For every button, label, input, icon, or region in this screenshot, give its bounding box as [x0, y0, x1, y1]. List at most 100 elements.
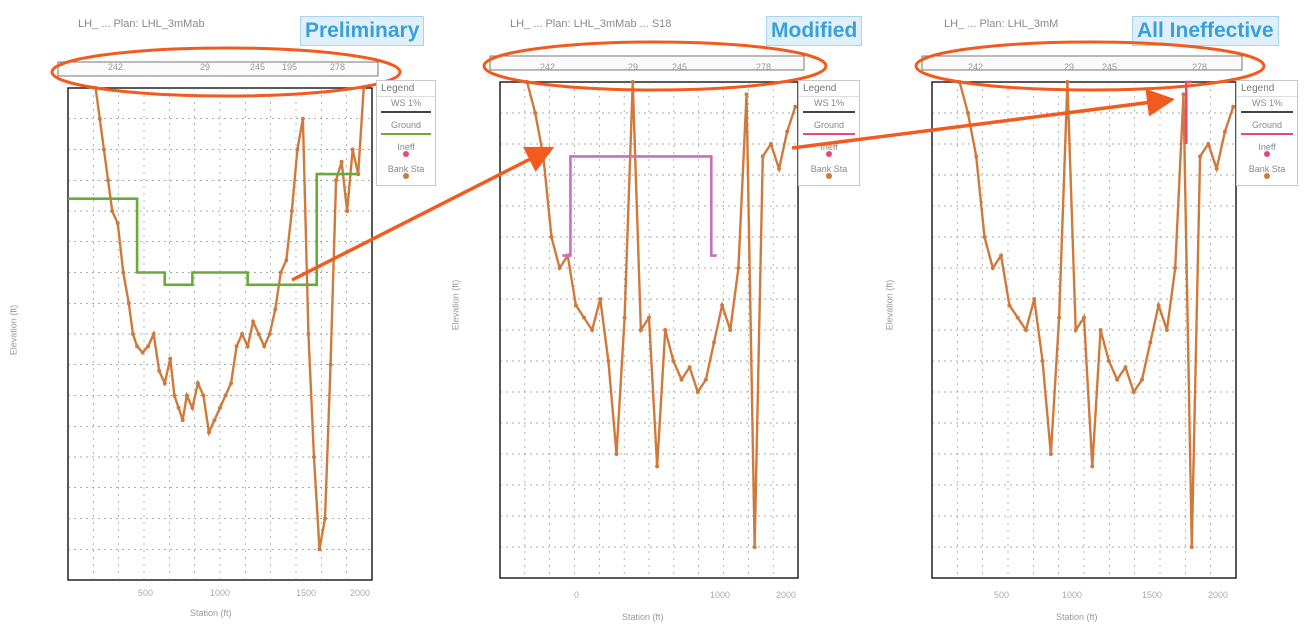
- x-tick: 1500: [1142, 590, 1163, 600]
- ground-point: [1189, 545, 1194, 549]
- ground-point: [206, 430, 211, 435]
- x-tick: 500: [994, 590, 1010, 600]
- legend: Legend WS 1% Ground Ineff Bank Sta: [376, 80, 436, 186]
- ground-point: [663, 328, 668, 332]
- ground-point: [176, 405, 181, 410]
- ground-point: [1173, 266, 1178, 270]
- reach-label: 245: [672, 62, 688, 72]
- x-axis-label: Station (ft): [1056, 612, 1098, 622]
- ground-point: [256, 332, 261, 336]
- ground-point: [1065, 80, 1070, 84]
- legend-item-ground: Ground: [377, 119, 435, 141]
- ground-point: [97, 116, 102, 121]
- legend-item-ineff: Ineff: [1237, 141, 1297, 163]
- ground-point: [1222, 129, 1227, 134]
- plot-title: LH_ ... Plan: LHL_3mM: [944, 18, 1059, 30]
- x-axis-label: Station (ft): [190, 608, 232, 618]
- ground-point: [311, 455, 316, 459]
- legend-title: Legend: [799, 81, 859, 97]
- x-tick: 0: [574, 590, 580, 600]
- tag-preliminary: Preliminary: [300, 16, 425, 46]
- ground-point: [638, 328, 643, 332]
- legend: Legend WS 1% Ground Ineff Bank Sta: [798, 80, 860, 186]
- ground-point: [334, 178, 339, 183]
- ground-point: [1082, 315, 1086, 320]
- reach-label: 29: [200, 62, 211, 72]
- ground-point: [1123, 365, 1128, 370]
- legend-title: Legend: [1237, 81, 1297, 97]
- ground-point: [573, 303, 578, 308]
- ground-point: [162, 381, 167, 386]
- ground-point: [549, 235, 554, 239]
- ground-point: [1090, 464, 1095, 469]
- ground-point: [695, 390, 700, 394]
- x-tick: 1000: [1062, 590, 1083, 600]
- ground-point: [234, 344, 239, 349]
- ground-point: [1040, 359, 1045, 363]
- ground-point: [1048, 452, 1053, 456]
- ground-point: [1140, 377, 1145, 382]
- reach-label: 242: [540, 62, 556, 72]
- legend: Legend WS 1% Ground Ineff Bank Sta: [1236, 80, 1298, 186]
- legend-item-ws: WS 1%: [377, 97, 435, 119]
- ground-point: [606, 359, 611, 363]
- series-line-ground: [958, 81, 1235, 548]
- ground-point: [1206, 142, 1211, 146]
- ground-point: [251, 319, 256, 324]
- y-axis-label: Elevation (ft): [8, 304, 19, 356]
- legend-item-ws: WS 1%: [799, 97, 859, 119]
- legend-item-ineff: Ineff: [377, 141, 435, 163]
- ground-point: [965, 111, 970, 115]
- ground-point: [793, 104, 798, 109]
- ground-point: [190, 405, 195, 410]
- series-line-ground: [525, 81, 797, 548]
- ground-point: [533, 111, 538, 115]
- ground-point: [110, 209, 115, 213]
- ground-point: [223, 393, 228, 398]
- ground-point: [679, 377, 684, 382]
- ground-point: [172, 393, 177, 398]
- ground-point: [999, 253, 1004, 258]
- ground-point: [184, 393, 189, 398]
- ground-point: [541, 154, 546, 159]
- chart-svg-all-ineffective: [914, 40, 1266, 579]
- plot-title: LH_ ... Plan: LHL_3mMab ... S18: [510, 18, 672, 30]
- ground-point: [195, 381, 200, 386]
- ground-point: [229, 381, 234, 386]
- ground-point: [1023, 328, 1028, 332]
- ground-point: [289, 209, 294, 213]
- legend-title: Legend: [377, 81, 435, 97]
- y-axis-label: Elevation (ft): [450, 279, 461, 331]
- ground-point: [687, 365, 692, 370]
- reach-label: 245: [1102, 62, 1118, 72]
- ground-point: [121, 270, 126, 275]
- panel-all-ineffective: LH_ ... Plan: LHL_3mM All Ineffective Le…: [870, 0, 1308, 628]
- ground-point: [262, 344, 267, 349]
- series-line-ineff: [1184, 80, 1192, 144]
- ground-point: [622, 315, 627, 320]
- ground-point: [1115, 377, 1120, 382]
- ground-point: [126, 301, 131, 306]
- reach-label: 278: [756, 62, 772, 72]
- ground-point: [339, 159, 344, 164]
- tag-all-ineffective: All Ineffective: [1132, 16, 1279, 46]
- ground-point: [284, 258, 289, 263]
- reach-highlight-ellipse: [914, 40, 1266, 92]
- x-tick: 1000: [210, 588, 231, 598]
- ground-point: [317, 547, 322, 552]
- ground-point: [218, 405, 222, 410]
- ground-point: [768, 142, 773, 146]
- ground-point: [1032, 297, 1037, 301]
- ground-point: [115, 221, 120, 226]
- ground-point: [703, 377, 708, 382]
- ground-point: [655, 464, 660, 469]
- ground-point: [720, 303, 725, 308]
- reach-label: 242: [108, 62, 124, 72]
- ground-point: [712, 340, 717, 345]
- reach-label: 278: [330, 62, 346, 72]
- ground-point: [295, 147, 300, 152]
- legend-item-ground: Ground: [799, 119, 859, 141]
- ground-point: [647, 315, 651, 320]
- series-line-ground: [94, 87, 365, 550]
- legend-item-bank: Bank Sta: [377, 163, 435, 185]
